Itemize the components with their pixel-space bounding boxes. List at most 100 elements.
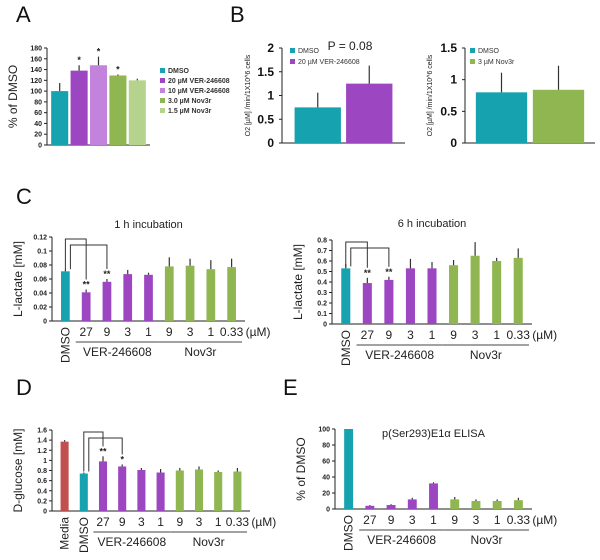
category-label: 3 [138, 515, 145, 529]
category-label: DMSO [342, 515, 356, 551]
category-label: 9 [104, 325, 111, 339]
group-label: VER-246608 [367, 533, 436, 547]
bar-6 [185, 265, 195, 321]
group-label: VER-246608 [97, 535, 166, 549]
significance-marker: ** [99, 446, 107, 456]
significance-marker: ** [364, 268, 372, 278]
category-label: 0.33 [507, 513, 531, 527]
bar-1 [365, 505, 375, 509]
y-axis-label: D-glucose [mM] [11, 428, 25, 512]
significance-bracket [345, 241, 368, 268]
bar-8 [214, 472, 223, 511]
category-label: 1 [429, 328, 436, 342]
category-label: 9 [166, 325, 173, 339]
bar-0 [294, 107, 341, 143]
category-label: 1 [207, 325, 214, 339]
y-tick-label: 1 [267, 89, 274, 103]
y-tick-label: 1.6 [37, 428, 47, 435]
unit-label: (µM) [532, 513, 557, 527]
y-tick-label: 0 [38, 143, 42, 150]
group-label: Nov3r [470, 348, 502, 362]
bar-9 [233, 471, 242, 511]
y-tick-label: 0.8 [317, 238, 327, 245]
y-tick-label: 0.02 [33, 305, 47, 312]
y-axis-label: O2 [µM] /min/1X10^6 cells [245, 54, 252, 136]
significance-marker: * [77, 55, 81, 65]
category-label: 3 [407, 328, 414, 342]
category-label: 0.33 [507, 328, 531, 342]
panel-label-e: E [283, 375, 298, 400]
category-label: 27 [363, 513, 377, 527]
y-axis-label: L-lactate [mM] [11, 241, 25, 317]
group-label: Nov3r [471, 533, 503, 547]
category-label: DMSO [77, 517, 91, 553]
y-tick-label: 0.4 [37, 488, 47, 495]
category-label: 1 [493, 328, 500, 342]
legend-entry: DMSO [168, 68, 190, 75]
y-axis-label: % of DMSO [6, 65, 20, 128]
category-label: 0.33 [226, 515, 250, 529]
category-label: Media [58, 517, 72, 550]
legend-swatch [470, 48, 475, 53]
bar-3 [109, 75, 127, 145]
group-label: VER-246608 [365, 348, 434, 362]
y-tick-label: 100 [30, 89, 42, 96]
y-tick-label: 60 [34, 110, 42, 117]
y-tick-label: 0.2 [317, 301, 327, 308]
y-tick-label: 2 [267, 41, 274, 55]
unit-label: (µM) [251, 515, 276, 529]
category-label: 9 [386, 328, 393, 342]
p-value-annotation: P = 0.08 [328, 39, 373, 53]
panel-label-d: D [16, 375, 32, 400]
bar-7 [206, 269, 216, 321]
y-tick-label: 40 [322, 475, 330, 482]
bar-1 [362, 283, 372, 324]
bar-3 [407, 499, 417, 509]
bar-7 [492, 261, 502, 324]
bar-2 [102, 281, 112, 321]
bar-0 [60, 441, 69, 511]
category-label: DMSO [58, 327, 72, 363]
legend-swatch [160, 108, 165, 113]
category-label: 27 [361, 328, 375, 342]
bar-4 [128, 80, 146, 145]
category-label: 1 [145, 325, 152, 339]
y-axis-label: O2 [µM] /min/1X10^6 cells [427, 54, 434, 136]
unit-label: (µM) [246, 325, 271, 339]
bar-3 [405, 268, 415, 324]
y-tick-label: 80 [322, 443, 330, 450]
category-label: 3 [124, 325, 131, 339]
bar-2 [89, 65, 108, 145]
y-tick-label: 0.2 [37, 498, 47, 505]
y-tick-label: 0.06 [33, 277, 47, 284]
panel-label-c: C [16, 184, 32, 209]
category-label: 9 [388, 513, 395, 527]
chart-5: 00.20.40.60.811.21.41.6D-glucose [mM] ***… [11, 428, 276, 554]
legend-swatch [290, 48, 295, 53]
y-tick-label: 0 [43, 509, 47, 516]
bar-0 [344, 429, 354, 509]
bar-0 [475, 92, 528, 143]
y-tick-label: 0.1 [37, 249, 47, 256]
y-tick-label: 80 [34, 99, 42, 106]
category-label: 3 [473, 513, 480, 527]
y-tick-label: 0.7 [317, 248, 327, 255]
y-tick-label: 0 [323, 322, 327, 329]
chart-3: 0 0.02 0.04 0.06 0.08 0.1 0.12 L-lactate [mM] **… [11, 219, 271, 363]
y-tick-label: 0.8 [37, 468, 47, 475]
bar-1 [70, 70, 88, 145]
y-tick-label: 20 [322, 491, 330, 498]
y-tick-label: 0.08 [33, 263, 47, 270]
significance-bracket [83, 431, 104, 472]
significance-marker: * [116, 64, 120, 74]
category-label: 3 [196, 515, 203, 529]
legend-swatch [160, 68, 165, 73]
significance-marker: ** [103, 269, 111, 279]
bar-2 [98, 461, 108, 511]
significance-bracket [350, 247, 390, 267]
chart-title: p(Ser293)E1α ELISA [382, 428, 486, 440]
y-tick-label: 0 [450, 136, 457, 150]
bar-2 [386, 505, 396, 509]
